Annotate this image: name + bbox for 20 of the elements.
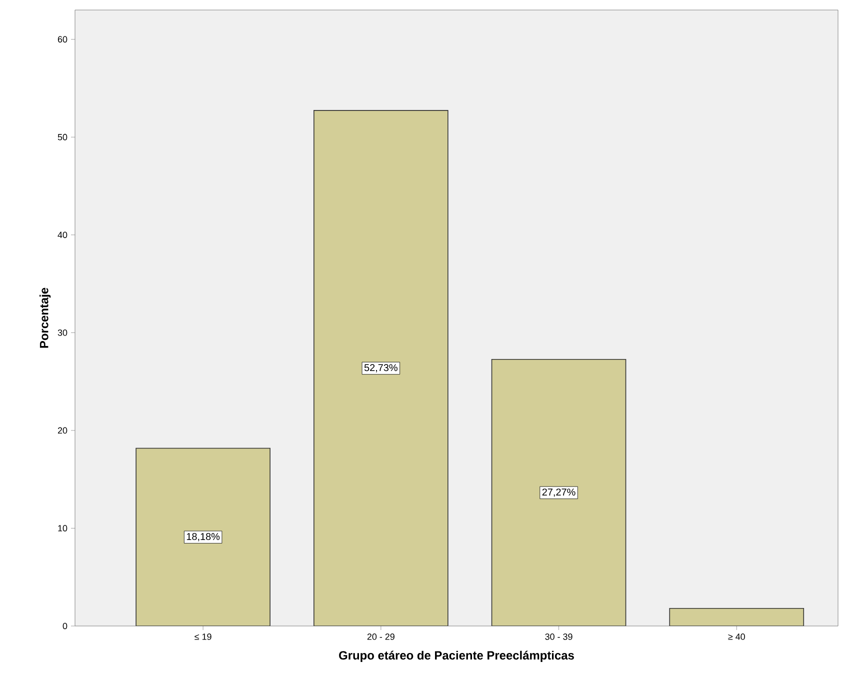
y-tick-label: 40 [58,232,68,238]
y-axis-title: Porcentaje [40,288,51,348]
data-label: 18,18% [186,533,220,542]
bar [136,448,270,626]
bar [314,110,448,626]
y-tick-label: 60 [58,36,68,43]
x-tick-label: 20 - 29 [367,634,394,640]
y-tick-label: 30 [58,329,68,336]
x-tick-label: 30 - 39 [545,634,572,640]
data-label: 27,27% [542,488,576,497]
x-tick-label: ≥ 40 [728,634,745,640]
bar [491,358,626,626]
x-axis-title: Grupo etáreo de Paciente Preeclámpticas [339,650,574,662]
x-tick-label: ≤ 19 [194,634,212,640]
y-tick-label: 10 [58,525,68,532]
y-tick-label: 0 [62,622,68,630]
data-label: 52,73% [364,364,398,372]
y-tick-label: 20 [58,427,68,434]
bar [669,608,804,626]
y-tick-label: 50 [58,134,68,140]
